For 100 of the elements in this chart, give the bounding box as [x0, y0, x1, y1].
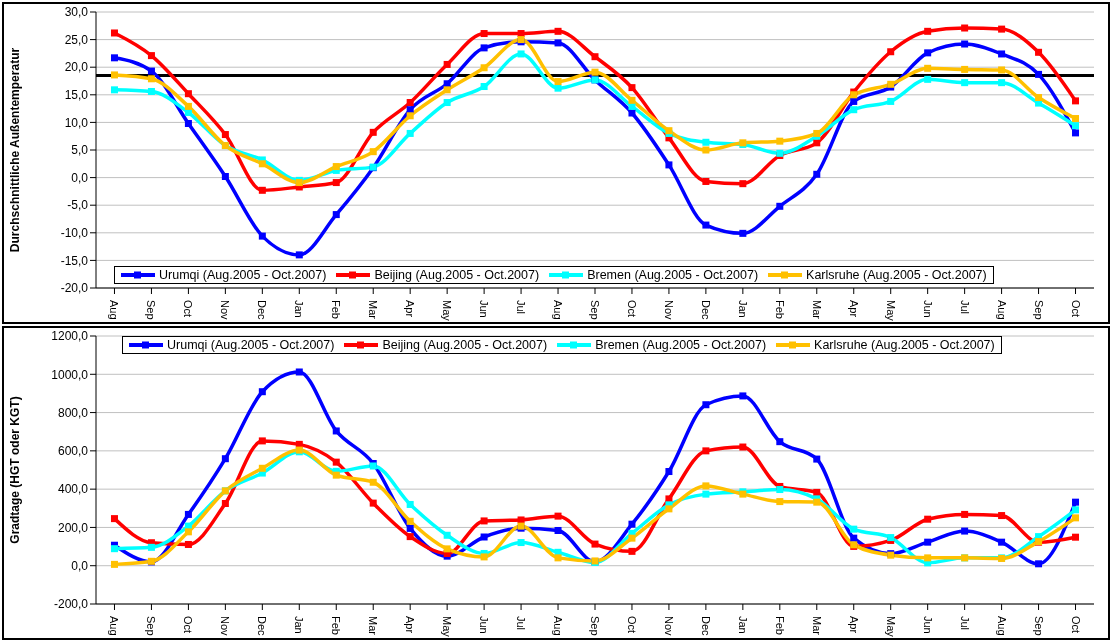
point — [258, 232, 266, 240]
point — [221, 173, 229, 180]
y-tick-label: 200,0 — [57, 520, 89, 535]
y-tick-label: -10,0 — [60, 226, 89, 241]
point — [739, 443, 747, 451]
x-tick-label: Oct — [182, 300, 195, 318]
x-tick-label: Feb — [773, 616, 786, 635]
x-tick-label: Oct — [1069, 300, 1082, 318]
point — [480, 517, 488, 525]
x-tick-label: Mar — [810, 616, 823, 636]
point — [702, 177, 710, 185]
point — [924, 49, 932, 57]
point — [998, 538, 1006, 546]
x-tick-label: Jul — [958, 300, 971, 315]
point — [961, 510, 969, 518]
point — [702, 221, 710, 229]
point — [776, 498, 784, 506]
y-tick-label: 20,0 — [64, 60, 89, 75]
point — [665, 468, 673, 476]
y-tick-label: 15,0 — [64, 88, 89, 103]
y-tick-label: 1200,0 — [51, 329, 89, 344]
x-tick-label: May — [884, 616, 897, 638]
x-tick-label: Dec — [256, 300, 269, 321]
point — [480, 533, 488, 541]
point — [147, 75, 155, 83]
point — [443, 86, 451, 94]
y-tick-label: 1000,0 — [51, 367, 89, 382]
point — [406, 524, 414, 532]
point — [221, 131, 229, 139]
x-tick-label: Oct — [625, 300, 638, 318]
point — [1072, 506, 1080, 514]
point — [480, 44, 488, 52]
point — [702, 401, 710, 409]
point — [591, 53, 599, 61]
point — [295, 368, 303, 376]
point — [221, 500, 229, 507]
x-tick-label: Aug — [995, 300, 1008, 320]
x-tick-label: Dec — [699, 300, 712, 321]
point — [1035, 70, 1043, 78]
point — [628, 534, 636, 542]
point — [369, 478, 377, 486]
point — [1035, 48, 1043, 56]
point — [998, 50, 1006, 58]
point — [147, 543, 155, 551]
point — [480, 83, 488, 91]
point — [702, 138, 710, 146]
point — [184, 528, 192, 536]
x-tick-label: Sep — [1032, 616, 1045, 636]
point — [480, 30, 488, 38]
point — [998, 512, 1006, 520]
point — [184, 90, 192, 98]
point — [110, 560, 118, 568]
point — [332, 471, 340, 479]
point — [850, 106, 858, 114]
x-tick-label: Nov — [662, 300, 675, 321]
point — [924, 515, 932, 523]
legend-label: Beijing (Aug.2005 - Oct.2007) — [374, 268, 540, 282]
point — [258, 388, 266, 396]
point — [850, 525, 858, 533]
point — [739, 229, 747, 237]
x-tick-label: Mar — [367, 616, 380, 636]
y-tick-label: 0,0 — [71, 558, 89, 573]
x-tick-label: Jul — [958, 616, 971, 631]
x-tick-label: Jan — [293, 616, 306, 634]
point — [665, 161, 673, 169]
point — [369, 128, 377, 136]
point — [406, 517, 414, 525]
x-tick-label: Apr — [847, 300, 860, 318]
point — [258, 160, 266, 168]
point — [406, 129, 414, 137]
point — [591, 540, 599, 548]
point — [258, 437, 266, 445]
point — [1072, 97, 1080, 105]
x-tick-label: Jan — [293, 300, 306, 318]
point — [924, 538, 932, 546]
point — [813, 170, 821, 178]
point — [961, 40, 969, 48]
point — [702, 146, 710, 154]
legend-label: Urumqi (Aug.2005 - Oct.2007) — [167, 338, 335, 352]
point — [369, 148, 377, 156]
point — [887, 48, 895, 56]
y-tick-label: 25,0 — [64, 32, 89, 47]
y-tick-label: 0,0 — [71, 170, 89, 185]
legend-label: Bremen (Aug.2005 - Oct.2007) — [587, 268, 759, 282]
x-tick-label: Sep — [145, 616, 158, 636]
point — [924, 27, 932, 35]
point — [147, 87, 155, 95]
x-tick-label: Jun — [478, 616, 491, 634]
point — [332, 211, 340, 219]
point — [517, 50, 525, 58]
point — [924, 75, 932, 83]
point — [998, 25, 1006, 33]
x-tick-label: Jan — [736, 300, 749, 318]
point — [332, 427, 340, 435]
point — [110, 29, 118, 37]
point — [110, 515, 118, 523]
point — [221, 455, 229, 463]
point — [443, 99, 451, 107]
y-tick-label: 400,0 — [57, 482, 89, 497]
point — [554, 526, 562, 534]
